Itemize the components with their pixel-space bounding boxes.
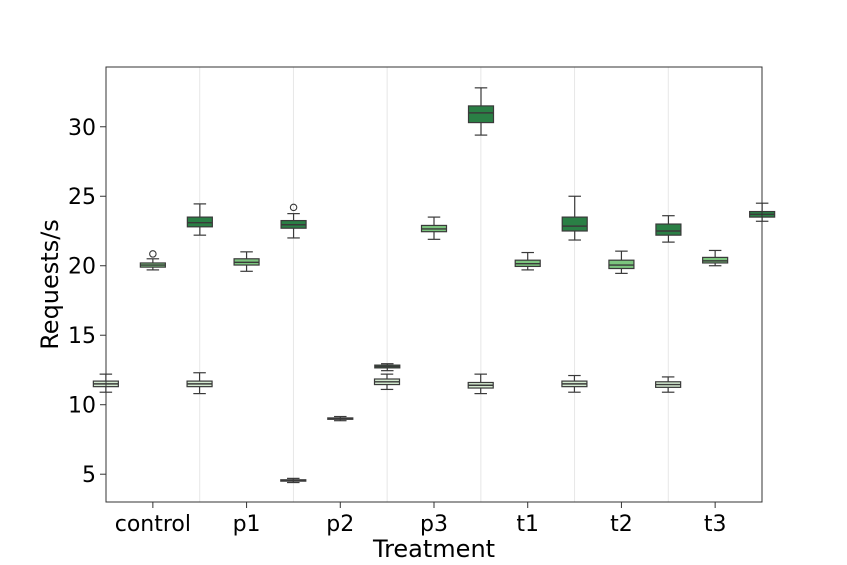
box-p2-series_3 bbox=[374, 363, 401, 372]
box-p2-series_1 bbox=[280, 477, 307, 484]
box-p1-series_2 bbox=[233, 251, 260, 272]
x-axis-label: Treatment bbox=[372, 535, 495, 563]
box-t1-series_3 bbox=[561, 195, 588, 241]
box-t3-series_2 bbox=[702, 249, 729, 267]
box-t1-series_2 bbox=[514, 251, 541, 271]
series-series_3 bbox=[186, 87, 776, 372]
outlier-point bbox=[289, 203, 298, 212]
box-t2-series_1 bbox=[561, 374, 588, 393]
x-tick-label-p1: p1 bbox=[233, 512, 261, 537]
x-tick-label-t1: t1 bbox=[516, 512, 539, 537]
box-p3-series_1 bbox=[373, 373, 401, 391]
x-tick-label-p3: p3 bbox=[420, 512, 448, 537]
y-tick-label: 10 bbox=[68, 394, 96, 419]
box-p3-series_3 bbox=[467, 87, 495, 136]
x-tick-label-t3: t3 bbox=[704, 512, 727, 537]
category-separators bbox=[199, 67, 669, 502]
box-t2-series_3 bbox=[655, 215, 682, 243]
box-t3-series_1 bbox=[655, 376, 682, 393]
box-p3-series_2 bbox=[420, 216, 448, 240]
y-tick-label: 25 bbox=[68, 185, 96, 210]
outlier-point bbox=[149, 250, 157, 258]
box-t1-series_1 bbox=[467, 373, 494, 395]
x-tick-label-t2: t2 bbox=[610, 512, 633, 537]
box-control-series_2 bbox=[139, 250, 166, 271]
y-tick-label: 5 bbox=[82, 463, 96, 488]
y-axis: 5 10 15 20 25 30 bbox=[68, 116, 106, 488]
x-tick-label-p2: p2 bbox=[326, 512, 354, 537]
box-body bbox=[655, 223, 682, 236]
box-p1-series_1 bbox=[186, 372, 213, 395]
box-t2-series_2 bbox=[608, 250, 635, 274]
y-tick-label: 30 bbox=[68, 116, 96, 141]
x-tick-label-control: control bbox=[115, 512, 191, 537]
box-body bbox=[467, 105, 495, 124]
y-axis-label: Requests/s bbox=[36, 219, 64, 350]
box-p1-series_3 bbox=[280, 203, 307, 239]
series-series_2 bbox=[139, 216, 729, 422]
box-body bbox=[561, 216, 588, 232]
box-control-series_3 bbox=[186, 203, 213, 236]
x-axis: control p1 p2 p3 t1 t2 t3 bbox=[115, 502, 727, 537]
y-tick-label: 20 bbox=[68, 255, 96, 280]
box-p2-series_2 bbox=[327, 415, 354, 422]
y-tick-label: 15 bbox=[68, 324, 96, 349]
